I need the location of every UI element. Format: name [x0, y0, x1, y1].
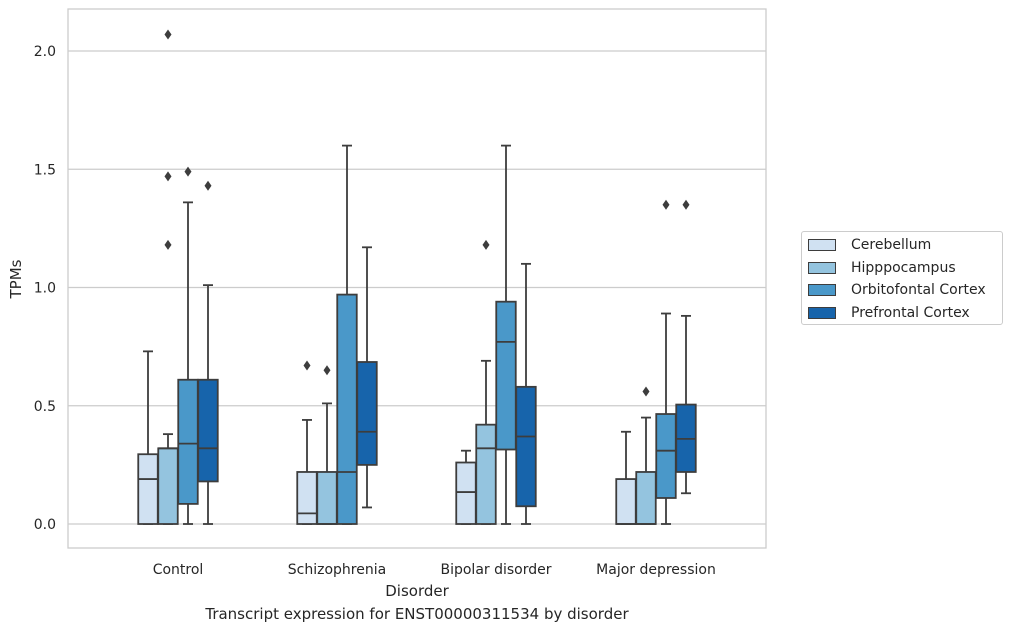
legend-swatch	[808, 262, 836, 274]
y-tick-label: 0.5	[34, 399, 56, 415]
legend-label: Cerebellum	[851, 237, 932, 253]
y-axis-ticks: 0.0 0.5 1.0 1.5 2.0	[34, 44, 56, 533]
outlier-point	[323, 365, 331, 376]
outlier-point	[482, 239, 490, 250]
outlier-point	[642, 386, 650, 397]
box-orbitofontal-cortex-3	[655, 199, 677, 525]
legend-item-prefrontal-cortex: Prefrontal Cortex	[808, 303, 970, 323]
outlier-point	[164, 171, 172, 182]
box-iqr	[336, 293, 358, 525]
x-tick-label: Schizophrenia	[288, 562, 386, 578]
legend-label: Hipppocampus	[851, 260, 956, 276]
box-iqr	[296, 471, 318, 525]
box-orbitofontal-cortex-1	[336, 144, 358, 525]
y-tick-label: 1.5	[34, 162, 56, 178]
box-iqr	[157, 447, 179, 525]
x-tick-label: Bipolar disorder	[440, 562, 551, 578]
box-prefrontal-cortex-0	[197, 180, 219, 525]
box-hipppocampus-3	[635, 386, 657, 525]
box-prefrontal-cortex-1	[356, 246, 378, 509]
box-cerebellum-1	[296, 360, 318, 525]
x-tick-label: Control	[153, 562, 204, 578]
box-hipppocampus-0	[157, 29, 179, 525]
outlier-point	[662, 199, 670, 210]
box-cerebellum-3	[615, 430, 637, 525]
box-iqr	[635, 471, 657, 525]
x-axis-ticks: Control Schizophrenia Bipolar disorder Majo…	[153, 562, 716, 578]
box-hipppocampus-2	[475, 239, 497, 525]
y-axis-label: TPMs	[7, 259, 25, 299]
y-tick-label: 2.0	[34, 44, 56, 60]
box-orbitofontal-cortex-0	[177, 166, 199, 525]
legend-item-orbitofrontal-cortex: Orbitofontal Cortex	[808, 280, 986, 300]
outlier-point	[204, 180, 212, 191]
y-tick-label: 0.0	[34, 517, 56, 533]
box-orbitofontal-cortex-2	[495, 144, 517, 525]
box-iqr	[316, 471, 338, 525]
box-iqr	[177, 378, 199, 505]
legend: Cerebellum Hipppocampus Orbitofontal Cor…	[801, 231, 1003, 325]
box-hipppocampus-1	[316, 365, 338, 525]
box-iqr	[495, 300, 517, 451]
box-prefrontal-cortex-3	[675, 199, 697, 495]
y-tick-label: 1.0	[34, 281, 56, 297]
figure-caption: Transcript expression for ENST0000031153…	[205, 605, 629, 623]
legend-swatch	[808, 284, 836, 296]
box-iqr	[356, 361, 378, 466]
x-tick-label: Major depression	[596, 562, 716, 578]
box-iqr	[515, 385, 537, 508]
legend-swatch	[808, 239, 836, 251]
box-iqr	[655, 413, 677, 499]
box-plot-area	[137, 29, 697, 525]
box-iqr	[475, 423, 497, 525]
outlier-point	[303, 360, 311, 371]
plot-frame	[67, 8, 767, 549]
legend-label: Orbitofontal Cortex	[851, 282, 986, 298]
box-iqr	[455, 461, 477, 525]
legend-label: Prefrontal Cortex	[851, 305, 970, 321]
outlier-point	[184, 166, 192, 177]
legend-item-hippocampus: Hipppocampus	[808, 258, 956, 278]
box-cerebellum-2	[455, 449, 477, 525]
outlier-point	[164, 29, 172, 40]
box-prefrontal-cortex-2	[515, 262, 537, 525]
box-iqr	[197, 378, 219, 483]
x-axis-label: Disorder	[385, 582, 449, 600]
outlier-point	[682, 199, 690, 210]
box-cerebellum-0	[137, 350, 159, 525]
outlier-point	[164, 239, 172, 250]
box-iqr	[615, 478, 637, 525]
box-iqr	[137, 453, 159, 525]
legend-item-cerebellum: Cerebellum	[808, 235, 931, 255]
legend-swatch	[808, 307, 836, 319]
